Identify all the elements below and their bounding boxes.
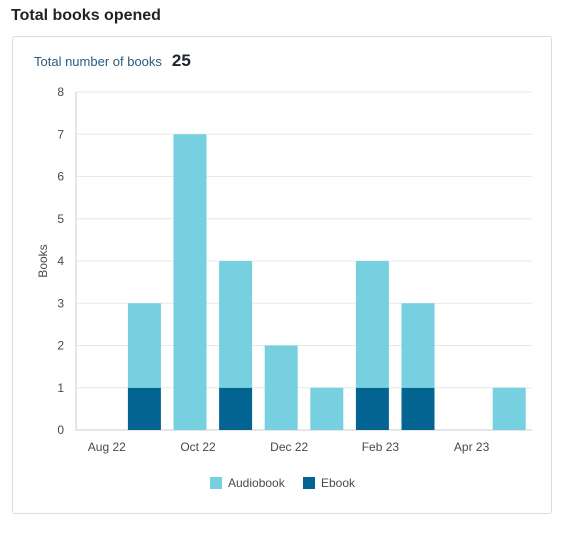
bar-audiobook[interactable] [492,387,526,430]
legend-label-ebook[interactable]: Ebook [321,476,356,490]
bar-audiobook[interactable] [264,345,298,431]
bars [127,134,526,431]
y-tick-label: 6 [57,170,64,184]
x-tick-label: Aug 22 [88,440,126,454]
y-tick-label: 8 [57,85,64,99]
y-tick-label: 4 [57,254,64,268]
y-tick-label: 2 [57,339,64,353]
y-tick-label: 1 [57,381,64,395]
y-tick-label: 7 [57,127,64,141]
bar-audiobook[interactable] [310,387,344,430]
bar-ebook[interactable] [401,387,435,430]
y-tick-label: 0 [57,423,64,437]
legend-label-audiobook[interactable]: Audiobook [228,476,286,490]
bar-audiobook[interactable] [219,261,253,388]
bar-ebook[interactable] [355,387,389,430]
bar-audiobook[interactable] [401,303,435,388]
x-tick-label: Feb 23 [362,440,400,454]
bar-audiobook[interactable] [355,261,389,388]
legend-swatch-ebook [303,477,315,489]
y-axis-title: Books [36,244,50,277]
legend: Audiobook Ebook [210,476,356,490]
bar-ebook[interactable] [127,387,161,430]
y-tick-label: 5 [57,212,64,226]
bar-audiobook[interactable] [173,134,207,430]
grid-lines [76,91,532,389]
bar-ebook[interactable] [219,387,253,430]
total-summary: Total number of books 25 [34,51,191,71]
x-tick-label: Dec 22 [270,440,308,454]
tick-labels: 0 1 2 3 4 5 6 7 8 Books Aug 22 Oct 22 Dec 22 Feb 23 Ap… [36,85,490,454]
bar-audiobook[interactable] [127,303,161,388]
section-title: Total books opened [11,7,161,24]
y-tick-label: 3 [57,296,64,310]
legend-swatch-audiobook [210,477,222,489]
x-tick-label: Apr 23 [454,440,490,454]
total-value: 25 [171,51,191,70]
total-label: Total number of books [34,54,162,69]
chart-card: Total number of books 25 [12,36,552,514]
x-tick-label: Oct 22 [180,440,216,454]
